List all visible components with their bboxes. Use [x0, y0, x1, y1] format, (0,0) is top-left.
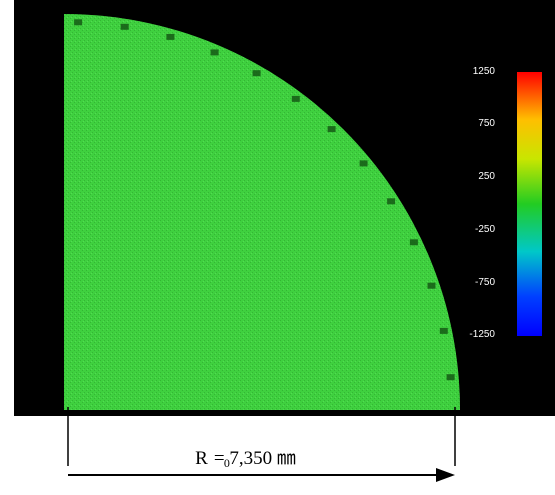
radius-value: = 7,350 ㎜ — [213, 448, 296, 469]
colorbar-tick-label: 1250 — [472, 66, 495, 77]
edge-marker — [74, 19, 83, 26]
colorbar-tick-label: 750 — [478, 118, 495, 129]
edge-marker — [210, 49, 219, 56]
edge-marker — [166, 33, 175, 40]
edge-marker — [439, 327, 448, 334]
colorbar-tick-label: -1250 — [469, 329, 495, 340]
colorbar-tick-label: 250 — [478, 171, 495, 182]
quarter-disc — [64, 14, 460, 410]
edge-marker — [387, 198, 396, 205]
edge-markers — [74, 19, 455, 381]
dimension-label: R 0 = 7,350 ㎜ — [0, 443, 555, 471]
colorbar-tick-label: -750 — [474, 277, 495, 288]
edge-marker — [327, 126, 336, 133]
edge-marker — [291, 95, 300, 102]
edge-marker — [359, 160, 368, 167]
edge-marker — [252, 70, 261, 77]
dimension-arrowhead — [436, 468, 455, 482]
edge-marker — [409, 239, 418, 246]
radius-symbol: R — [195, 448, 208, 469]
edge-marker — [120, 23, 129, 30]
edge-marker — [427, 282, 436, 289]
colorbar-tick-label: -250 — [474, 224, 495, 235]
edge-marker — [446, 374, 455, 381]
colorbar — [517, 72, 542, 336]
radius-subscript: 0 — [223, 456, 230, 470]
